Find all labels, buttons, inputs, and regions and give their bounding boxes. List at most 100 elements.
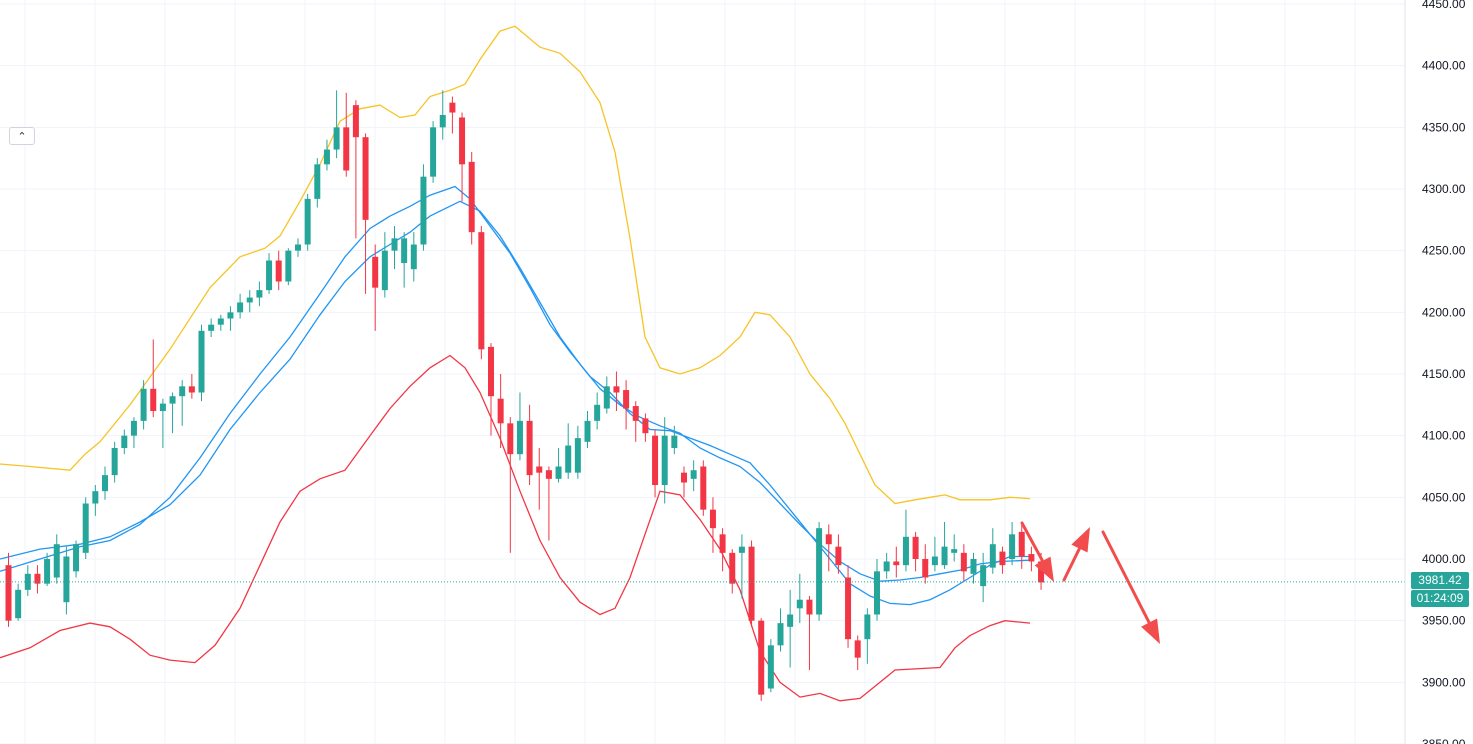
price-tick-label: 3850.00: [1422, 737, 1466, 744]
candle: [883, 552, 890, 579]
candle: [681, 466, 687, 498]
candle-body: [420, 176, 427, 245]
candle-body: [806, 599, 813, 615]
candle: [449, 96, 456, 134]
candle: [806, 596, 813, 670]
candle: [845, 565, 852, 648]
candle-body: [266, 260, 273, 291]
candle-body: [931, 556, 938, 566]
candle: [1028, 546, 1035, 572]
candle-body: [246, 297, 253, 303]
candle-body: [343, 127, 350, 171]
candle-body: [864, 614, 871, 640]
candle-body: [323, 149, 330, 165]
candle: [150, 339, 157, 418]
price-axis[interactable]: 3850.00 3900.00 3950.00 4000.00 4050.00 4100.…: [1422, 0, 1466, 744]
arrow-shaft: [1062, 547, 1081, 582]
candle: [864, 608, 871, 664]
countdown-label: 01:24:09: [1411, 590, 1469, 607]
candle-body: [951, 549, 958, 553]
candle: [816, 522, 823, 621]
candle-body: [111, 448, 118, 476]
candle: [323, 139, 330, 171]
price-tick-label: 4350.00: [1422, 120, 1466, 134]
candle: [941, 522, 948, 569]
candle-body: [478, 232, 485, 350]
candle-body: [179, 386, 186, 397]
candle: [439, 90, 446, 140]
candle: [333, 90, 340, 159]
candle-body: [989, 544, 996, 568]
candle-body: [526, 420, 533, 476]
candle: [738, 534, 745, 599]
candle: [381, 232, 388, 298]
candle-body: [314, 164, 321, 199]
candle-body: [555, 466, 562, 479]
candle: [372, 244, 379, 331]
candle: [246, 290, 253, 313]
candle: [835, 534, 842, 574]
candle: [5, 552, 12, 627]
candle-body: [835, 546, 842, 566]
candle: [459, 112, 466, 202]
candle: [468, 152, 475, 245]
candle: [63, 546, 70, 615]
arrow-up: [1062, 527, 1090, 582]
candle: [960, 544, 967, 582]
candle: [198, 324, 205, 402]
candle: [526, 404, 533, 485]
candle: [584, 411, 591, 448]
candle: [92, 485, 99, 516]
candle: [208, 318, 215, 337]
candle: [603, 376, 610, 414]
candle-body: [632, 406, 639, 421]
candle-body: [439, 115, 446, 128]
candle-body: [15, 589, 22, 619]
candle: [555, 448, 562, 483]
candle-body: [796, 599, 803, 609]
candle: [237, 293, 244, 319]
candle: [700, 460, 707, 516]
forecast-arrows: [1020, 521, 1160, 644]
candle-body: [738, 546, 745, 553]
lower-band-line: [0, 354, 1031, 702]
candle-body: [159, 403, 166, 411]
candle: [410, 232, 417, 282]
candle-body: [140, 388, 147, 421]
chart-grid: [0, 0, 1405, 744]
candle: [304, 193, 311, 251]
candle: [34, 565, 41, 594]
candle-body: [295, 244, 301, 251]
candle: [594, 392, 601, 430]
candle-body: [459, 117, 466, 165]
candle: [73, 540, 80, 578]
candle: [362, 133, 369, 294]
candle-body: [845, 577, 852, 640]
candle-body: [729, 552, 736, 584]
candle-body: [912, 536, 919, 559]
candle: [777, 608, 784, 652]
candle: [430, 121, 437, 183]
candle: [787, 589, 794, 668]
candle-body: [787, 614, 794, 627]
candle-body: [150, 388, 157, 411]
candle-body: [584, 420, 591, 442]
candle-body: [874, 571, 880, 615]
candle: [690, 460, 697, 492]
candle-body: [536, 466, 543, 473]
collapse-button[interactable]: ⌃: [9, 127, 35, 145]
candle: [343, 92, 350, 177]
candle-body: [516, 420, 523, 455]
candle: [951, 534, 958, 562]
candles: [5, 90, 1045, 701]
candle-body: [430, 127, 437, 177]
candle-body: [102, 475, 108, 492]
candle: [931, 536, 938, 572]
candle-body: [941, 546, 948, 566]
candle: [227, 306, 234, 331]
arrow-down-1: [1020, 521, 1054, 582]
candle: [536, 448, 543, 510]
candle: [159, 398, 166, 448]
arrow-head: [1034, 556, 1054, 582]
